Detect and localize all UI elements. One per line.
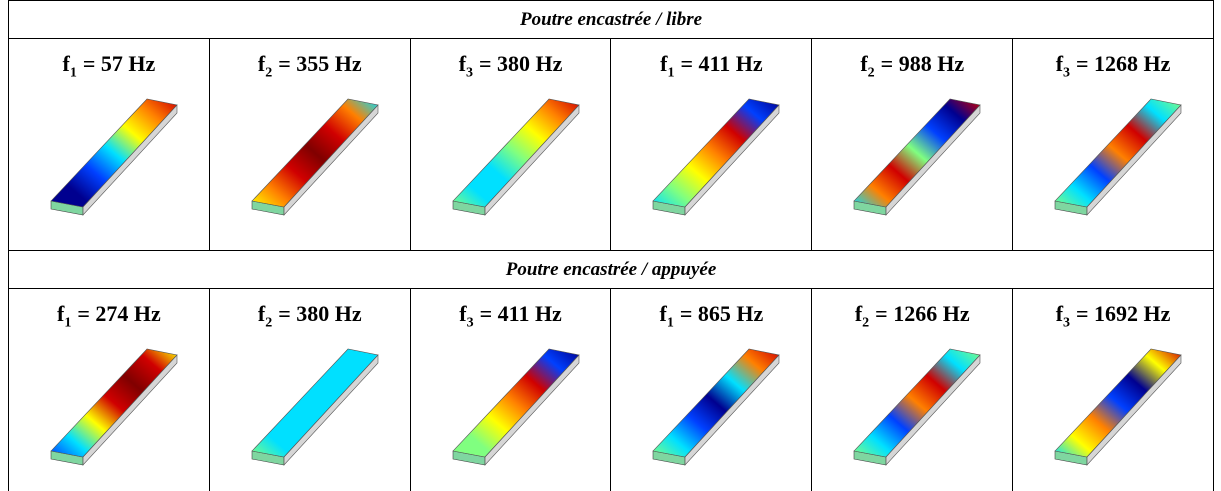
section-title: Poutre encastrée / libre xyxy=(9,1,1214,39)
frequency-value: = 1692 Hz xyxy=(1076,301,1170,326)
mode-cell: f1 = 865 Hz xyxy=(611,289,812,491)
mode-cell: f1= 274 Hz xyxy=(9,289,210,491)
frequency-symbol: f xyxy=(860,51,867,76)
mode-index: 1 xyxy=(70,65,77,80)
mode-label: f1 = 57 Hz xyxy=(9,51,209,79)
mode-index: 1 xyxy=(667,315,674,330)
mode-cell: f3 = 1692 Hz xyxy=(1013,289,1214,491)
mode-index: 2 xyxy=(868,65,875,80)
mode-cell: f1= 411 Hz xyxy=(611,39,812,251)
mode-cell: f3 = 411 Hz xyxy=(410,289,611,491)
frequency-value: = 355 Hz xyxy=(278,51,361,76)
mode-shape xyxy=(1023,333,1203,473)
frequency-symbol: f xyxy=(459,51,466,76)
mode-shape xyxy=(220,333,400,473)
frequency-symbol: f xyxy=(63,51,70,76)
mode-index: 2 xyxy=(862,315,869,330)
mode-index: 3 xyxy=(467,315,474,330)
mode-cell: f3 = 1268 Hz xyxy=(1013,39,1214,251)
section-row: Poutre encastrée / appuyée xyxy=(9,251,1214,289)
mode-index: 2 xyxy=(265,65,272,80)
frequency-symbol: f xyxy=(660,301,667,326)
frequency-symbol: f xyxy=(1056,51,1063,76)
mode-label: f3 = 1692 Hz xyxy=(1013,301,1213,329)
mode-cell: f2= 380 Hz xyxy=(209,289,410,491)
frequency-value: = 988 Hz xyxy=(881,51,964,76)
mode-shape xyxy=(421,333,601,473)
mode-shape xyxy=(621,333,801,473)
frequency-value: = 865 Hz xyxy=(680,301,763,326)
frequency-symbol: f xyxy=(1056,301,1063,326)
mode-shape xyxy=(621,83,801,223)
mode-cell: f1 = 57 Hz xyxy=(9,39,210,251)
mode-index: 3 xyxy=(1063,65,1070,80)
mode-label: f2 = 988 Hz xyxy=(812,51,1012,79)
mode-index: 1 xyxy=(667,65,674,80)
mode-cell: f2= 355 Hz xyxy=(209,39,410,251)
mode-cell: f3 = 380 Hz xyxy=(410,39,611,251)
mode-label: f2= 380 Hz xyxy=(210,301,410,329)
mode-shape xyxy=(421,83,601,223)
mode-shape xyxy=(822,333,1002,473)
frequency-value: = 57 Hz xyxy=(83,51,155,76)
mode-label: f3 = 1268 Hz xyxy=(1013,51,1213,79)
mode-shape xyxy=(1023,83,1203,223)
frequency-value: = 411 Hz xyxy=(480,301,562,326)
mode-index: 3 xyxy=(466,65,473,80)
mode-label: f2= 1266 Hz xyxy=(812,301,1012,329)
mode-shape xyxy=(220,83,400,223)
frequency-value: = 1266 Hz xyxy=(875,301,969,326)
frequency-value: = 380 Hz xyxy=(479,51,562,76)
mode-label: f1= 411 Hz xyxy=(611,51,811,79)
section-row: Poutre encastrée / libre xyxy=(9,1,1214,39)
frequency-value: = 1268 Hz xyxy=(1076,51,1170,76)
mode-index: 1 xyxy=(64,315,71,330)
mode-index: 2 xyxy=(265,315,272,330)
mode-label: f1= 274 Hz xyxy=(9,301,209,329)
frequency-symbol: f xyxy=(459,301,466,326)
mode-shape xyxy=(19,333,199,473)
mode-cell: f2 = 988 Hz xyxy=(812,39,1013,251)
mode-index: 3 xyxy=(1063,315,1070,330)
mode-label: f1 = 865 Hz xyxy=(611,301,811,329)
section-title: Poutre encastrée / appuyée xyxy=(9,251,1214,289)
frequency-value: = 380 Hz xyxy=(278,301,361,326)
mode-shape xyxy=(19,83,199,223)
frequency-value: = 411 Hz xyxy=(680,51,762,76)
mode-shape xyxy=(822,83,1002,223)
mode-label: f2= 355 Hz xyxy=(210,51,410,79)
frequency-value: = 274 Hz xyxy=(77,301,160,326)
mode-label: f3 = 380 Hz xyxy=(411,51,611,79)
mode-cell: f2= 1266 Hz xyxy=(812,289,1013,491)
mode-label: f3 = 411 Hz xyxy=(411,301,611,329)
